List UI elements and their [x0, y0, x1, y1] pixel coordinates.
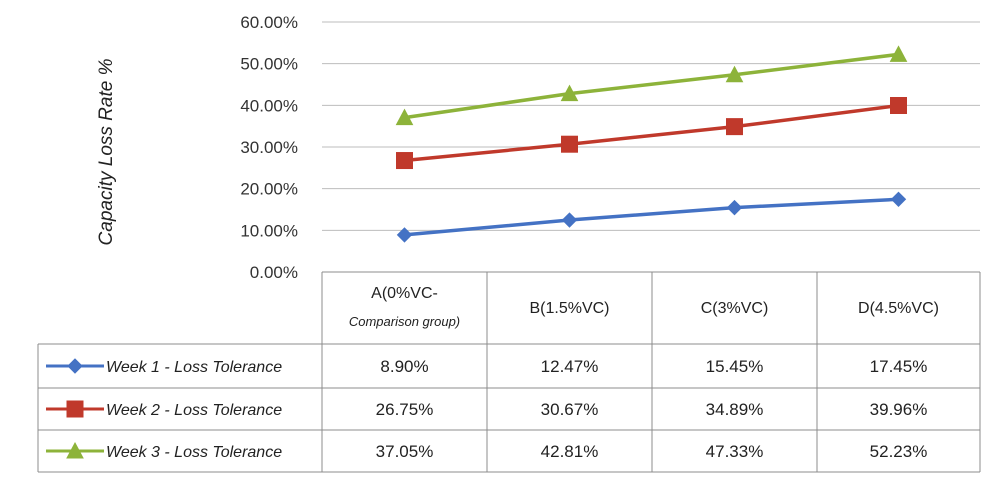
data-point	[726, 199, 743, 216]
data-point	[890, 97, 907, 114]
y-tick-label: 10.00%	[240, 221, 298, 240]
legend-key-marker	[67, 358, 83, 374]
data-point	[561, 212, 578, 228]
y-tick-label: 20.00%	[240, 180, 298, 199]
category-label: Comparison group)	[349, 314, 460, 329]
data-table-cell: 15.45%	[706, 357, 764, 376]
data-table-cell: 26.75%	[376, 400, 434, 419]
data-point	[561, 135, 578, 153]
data-point	[396, 227, 413, 243]
category-label: B(1.5%VC)	[529, 300, 609, 317]
data-table-cell: 47.33%	[706, 442, 764, 461]
category-label: C(3%VC)	[701, 300, 769, 317]
y-tick-label: 60.00%	[240, 13, 298, 32]
data-table-cell: 42.81%	[541, 442, 599, 461]
data-table-cell: 37.05%	[376, 442, 434, 461]
data-point	[396, 152, 413, 170]
legend-label: Week 2 - Loss Tolerance	[106, 402, 282, 419]
data-table-cell: 52.23%	[870, 442, 928, 461]
data-point	[560, 84, 579, 102]
data-table-cell: 30.67%	[541, 400, 599, 419]
legend-key-marker	[66, 441, 84, 459]
data-point	[889, 45, 908, 62]
y-axis-label: Capacity Loss Rate %	[96, 58, 117, 245]
series-line	[404, 197, 899, 237]
y-tick-label: 30.00%	[240, 138, 298, 157]
y-tick-label: 50.00%	[240, 55, 298, 74]
legend-key-marker	[66, 400, 84, 418]
data-table-cell: 8.90%	[380, 357, 428, 376]
legend-label: Week 3 - Loss Tolerance	[106, 444, 282, 461]
series-layer	[395, 45, 908, 243]
data-point	[890, 191, 907, 207]
data-table-cell: 12.47%	[541, 357, 599, 376]
y-tick-label: 0.00%	[250, 263, 298, 282]
category-label: D(4.5%VC)	[858, 300, 939, 317]
legend-label: Week 1 - Loss Tolerance	[106, 359, 282, 376]
series-line	[404, 52, 899, 120]
data-table: A(0%VC- Comparison group) B(1.5%VC) C(3%VC)…	[37, 271, 981, 473]
data-point	[725, 65, 744, 83]
y-axis-ticks: 0.00% 10.00% 20.00% 30.00% 40.00% 50.00% 60.00…	[240, 13, 298, 282]
data-table-cell: 39.96%	[870, 400, 928, 419]
data-table-cell: 17.45%	[870, 357, 928, 376]
data-table-cell: 34.89%	[706, 400, 764, 419]
series-line	[404, 103, 899, 163]
category-label: A(0%VC-	[371, 285, 438, 302]
y-tick-label: 40.00%	[240, 96, 298, 115]
gridlines	[322, 21, 980, 273]
data-point	[726, 118, 743, 136]
data-point	[395, 108, 414, 126]
